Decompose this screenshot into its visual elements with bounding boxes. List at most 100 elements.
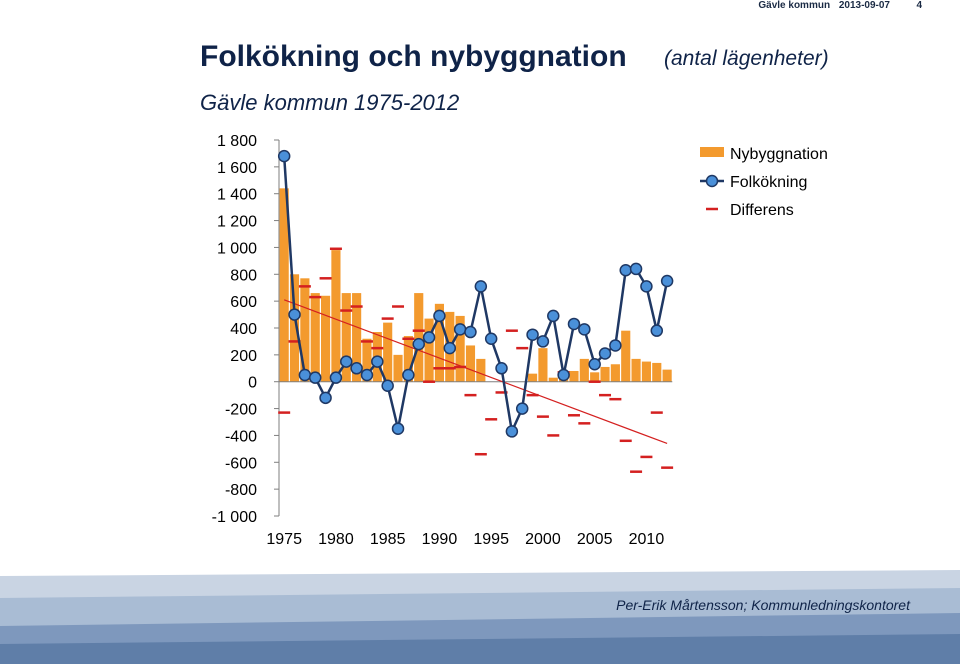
point-folkokning: [578, 323, 591, 336]
y-tick-label: 1 800: [217, 133, 257, 150]
point-folkokning: [412, 337, 425, 351]
point-folkokning: [629, 262, 643, 276]
bar-nybyggnation: [641, 361, 651, 382]
bar-nybyggnation: [279, 188, 289, 382]
header-org: Gävle kommun: [758, 0, 831, 11]
point-folkokning: [298, 368, 312, 382]
x-tick-label: 2005: [577, 531, 613, 548]
point-folkokning: [277, 149, 291, 163]
line-folkokning: [282, 156, 669, 436]
legend-label: Nybyggnation: [730, 146, 828, 163]
point-folkokning: [495, 362, 508, 375]
point-folkokning: [422, 331, 436, 344]
bar-nybyggnation: [434, 303, 444, 382]
x-tick-label: 1980: [318, 531, 354, 548]
point-folkokning: [609, 339, 622, 352]
y-tick-label: 0: [248, 375, 257, 392]
bar-nybyggnation: [321, 295, 331, 382]
bar-nybyggnation: [414, 293, 424, 382]
point-folkokning: [453, 323, 467, 336]
x-tick-label: 1975: [266, 531, 302, 548]
bar-nybyggnation: [590, 372, 600, 382]
y-tick-label: 1 200: [217, 214, 257, 231]
point-folkokning: [660, 274, 674, 288]
point-folkokning: [308, 371, 322, 384]
point-folkokning: [640, 280, 653, 293]
bar-nybyggnation: [621, 330, 631, 382]
point-folkokning: [319, 391, 332, 405]
y-tick-label: -600: [225, 455, 257, 472]
point-folkokning: [526, 328, 539, 341]
point-folkokning: [350, 362, 363, 375]
y-tick-label: 400: [230, 321, 257, 338]
point-folkokning: [474, 280, 488, 293]
x-tick-label: 2010: [629, 531, 665, 548]
bar-nybyggnation: [579, 358, 589, 382]
point-folkokning: [433, 309, 446, 323]
y-tick-label: 600: [230, 294, 257, 311]
title-unit: (antal lägenheter): [664, 47, 829, 70]
point-folkokning: [619, 264, 632, 277]
x-tick-label: 1985: [370, 531, 406, 548]
page-subtitle: Gävle kommun 1975-2012: [200, 90, 460, 115]
point-folkokning: [464, 325, 477, 339]
point-folkokning: [402, 368, 415, 382]
y-tick-label: 1 600: [217, 160, 257, 177]
y-tick-label: -800: [225, 482, 257, 499]
bar-nybyggnation: [465, 345, 476, 382]
point-folkokning: [567, 317, 581, 331]
point-folkokning: [484, 332, 498, 345]
x-tick-label: 1995: [473, 531, 509, 548]
bar-nybyggnation: [455, 315, 465, 382]
y-tick-label: -200: [225, 402, 257, 419]
point-folkokning: [536, 335, 550, 348]
bar-nybyggnation: [310, 293, 320, 382]
bar-nybyggnation: [548, 377, 558, 382]
bar-nybyggnation: [341, 293, 351, 382]
point-folkokning: [340, 355, 353, 368]
trendline-differens: [283, 299, 668, 445]
y-tick-label: 200: [230, 348, 257, 365]
bar-nybyggnation: [631, 358, 641, 382]
legend-label: Folkökning: [730, 174, 807, 191]
y-tick-label: 1 000: [217, 240, 257, 257]
y-tick-label: -400: [225, 428, 257, 445]
point-folkokning: [288, 308, 301, 321]
x-tick-label: 1990: [422, 531, 458, 548]
point-folkokning: [381, 379, 394, 392]
legend-label: Differens: [730, 202, 794, 219]
legend-swatch-nybyggnation: [700, 147, 724, 157]
bar-nybyggnation: [476, 358, 486, 382]
header-meta: Gävle kommun 2013-09-07: [752, 0, 890, 11]
bar-nybyggnation: [569, 370, 579, 382]
point-folkokning: [443, 341, 457, 355]
bar-nybyggnation: [610, 364, 620, 382]
bar-nybyggnation: [289, 274, 300, 382]
header-date: 2013-09-07: [838, 0, 890, 11]
point-folkokning: [371, 355, 384, 368]
point-folkokning: [515, 402, 529, 415]
x-tick-label: 2000: [525, 531, 561, 548]
bar-nybyggnation: [393, 354, 403, 382]
point-folkokning: [598, 347, 612, 360]
bar-nybyggnation: [383, 322, 393, 382]
bar-nybyggnation: [652, 362, 662, 382]
bar-nybyggnation: [403, 336, 413, 382]
point-folkokning: [557, 368, 570, 382]
footer-band: [0, 568, 960, 664]
bar-nybyggnation: [331, 250, 341, 382]
point-folkokning: [505, 425, 519, 438]
bar-nybyggnation: [600, 366, 610, 382]
point-folkokning: [650, 324, 664, 337]
y-tick-label: 1 400: [217, 187, 257, 204]
point-folkokning: [360, 368, 374, 382]
bar-nybyggnation: [424, 318, 434, 382]
point-folkokning: [588, 358, 601, 371]
bar-nybyggnation: [362, 338, 372, 382]
page-title: Folkökning och nybyggnation: [200, 40, 627, 73]
point-folkokning: [391, 422, 405, 435]
y-tick-label: -1 000: [212, 509, 257, 526]
page-number: 4: [916, 0, 922, 11]
bar-nybyggnation: [300, 278, 310, 382]
